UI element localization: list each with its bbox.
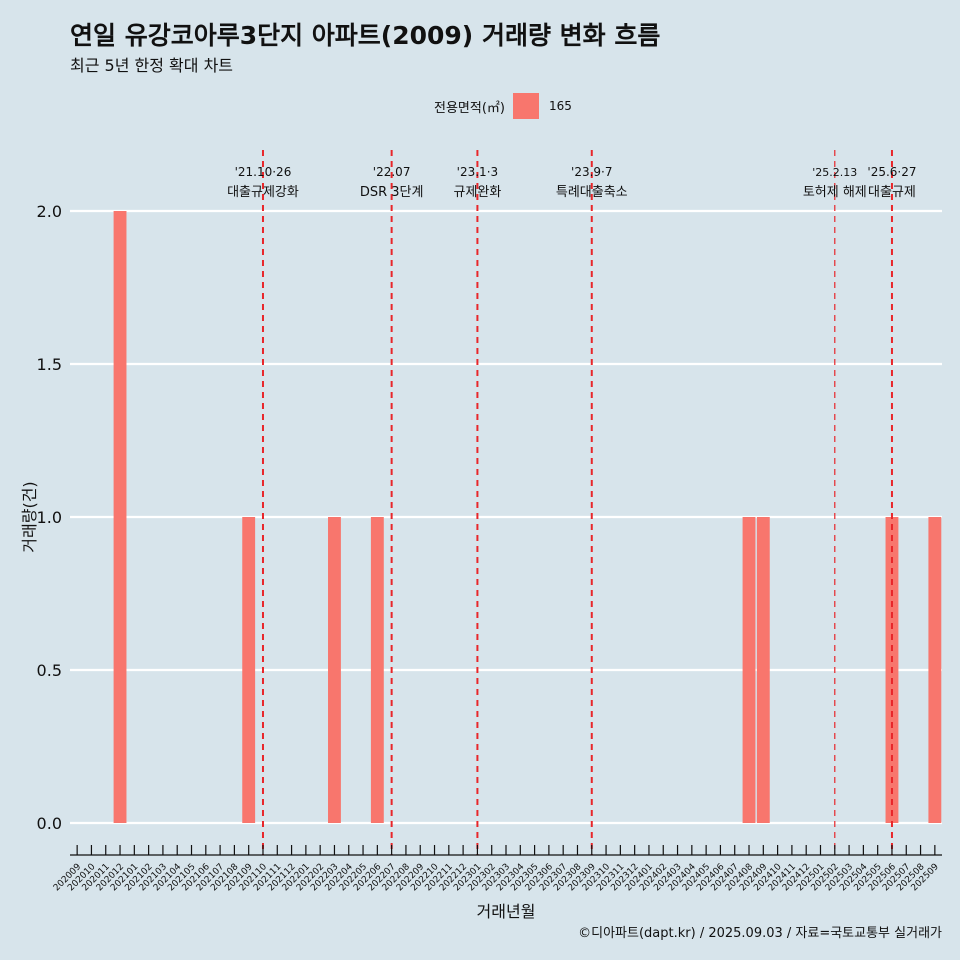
- annotation-date: '22.07: [373, 165, 411, 179]
- annotation-date: '23.9·7: [571, 165, 612, 179]
- annotation-label: 대출규제강화: [227, 185, 299, 200]
- bar: [242, 517, 256, 823]
- bar: [328, 517, 341, 823]
- y-axis-label: 거래량(건): [20, 481, 39, 553]
- legend-label: 165: [548, 99, 572, 113]
- legend: 전용면적(㎡) 165: [434, 93, 572, 119]
- bar: [113, 211, 127, 823]
- y-tick-label: 1.0: [37, 508, 62, 527]
- grid-lines: [70, 209, 942, 825]
- y-axis: 0.0 0.5 1.0 1.5 2.0: [37, 202, 62, 833]
- y-tick-label: 0.0: [37, 814, 62, 833]
- bar: [756, 517, 770, 823]
- x-axis: 2020092020102020112020122021012021022021…: [52, 845, 942, 893]
- annotation-label: 대출규제: [868, 185, 916, 200]
- bar: [928, 517, 942, 823]
- annotation-label: DSR 3단계: [360, 185, 424, 200]
- bars: [113, 211, 942, 823]
- annotations: '21.10·26 대출규제강화 '22.07 DSR 3단계 '23.1·3 규제완화 '…: [227, 150, 917, 855]
- legend-title: 전용면적(㎡): [434, 100, 505, 116]
- y-tick-label: 2.0: [37, 202, 62, 221]
- y-tick-label: 0.5: [37, 661, 62, 680]
- annotation-date: '21.10·26: [235, 165, 292, 179]
- y-tick-label: 1.5: [37, 355, 62, 374]
- bar: [370, 517, 384, 823]
- chart-subtitle: 최근 5년 한정 확대 차트: [70, 56, 234, 75]
- x-axis-label: 거래년월: [476, 902, 536, 921]
- annotation-label: 규제완화: [453, 185, 501, 200]
- annotation-date: '23.1·3: [457, 165, 498, 179]
- legend-swatch: [512, 93, 539, 119]
- annotation-label: 특례대출축소: [556, 185, 628, 200]
- annotation-label: 토허제 해제: [803, 185, 867, 200]
- chart-title: 연일 유강코아루3단지 아파트(2009) 거래량 변화 흐름: [70, 21, 661, 50]
- annotation-date: '25.6·27: [867, 165, 916, 179]
- bar: [742, 517, 756, 823]
- annotation-date: '25.2.13: [812, 166, 857, 179]
- caption: ©디아파트(dapt.kr) / 2025.09.03 / 자료=국토교통부 실…: [578, 926, 942, 941]
